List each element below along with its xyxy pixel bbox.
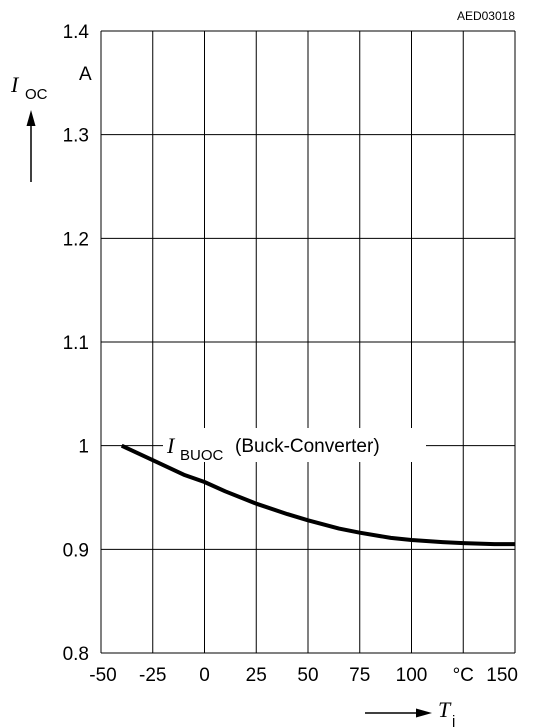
x-tick-label: 150	[486, 665, 518, 686]
x-tick-label: °C	[453, 665, 474, 686]
y-tick-label: 1	[78, 437, 89, 458]
x-tick-label: -25	[139, 665, 166, 686]
y-tick-label: 0.9	[63, 540, 89, 561]
y-tick-label: 1.4	[63, 22, 90, 43]
series-label-background	[163, 428, 426, 462]
series-label-subscript: BUOC	[180, 447, 224, 464]
x-tick-labels: -50 -25 0 25 50 75 100 °C 150	[89, 665, 518, 686]
y-axis-subscript: OC	[25, 86, 48, 103]
x-tick-label: 100	[396, 665, 428, 686]
x-tick-label: -50	[89, 665, 116, 686]
x-axis-subscript: j	[451, 713, 455, 727]
x-tick-label: 0	[199, 665, 210, 686]
figure-code: AED03018	[457, 9, 515, 23]
y-tick-label: 1.2	[63, 229, 89, 250]
y-tick-labels: 0.8 0.9 1 1.1 1.2 1.3 1.4	[63, 22, 90, 665]
x-tick-label: 50	[297, 665, 318, 686]
y-tick-label: 0.8	[63, 644, 89, 665]
series-label-symbol: I	[166, 433, 176, 458]
series-layer	[120, 443, 515, 547]
series-line	[120, 443, 515, 547]
y-tick-label: 1.3	[63, 126, 89, 147]
x-axis-arrow-icon	[365, 708, 432, 718]
y-tick-label: 1.1	[63, 333, 89, 354]
x-tick-label: 75	[349, 665, 370, 686]
y-axis-unit: A	[79, 64, 92, 85]
series-label-text: (Buck-Converter)	[235, 436, 380, 457]
grid	[100, 30, 516, 654]
y-axis-arrow-icon	[26, 110, 36, 182]
y-axis-symbol: I	[10, 72, 20, 97]
x-tick-label: 25	[246, 665, 267, 686]
x-axis-symbol: T	[438, 697, 452, 722]
